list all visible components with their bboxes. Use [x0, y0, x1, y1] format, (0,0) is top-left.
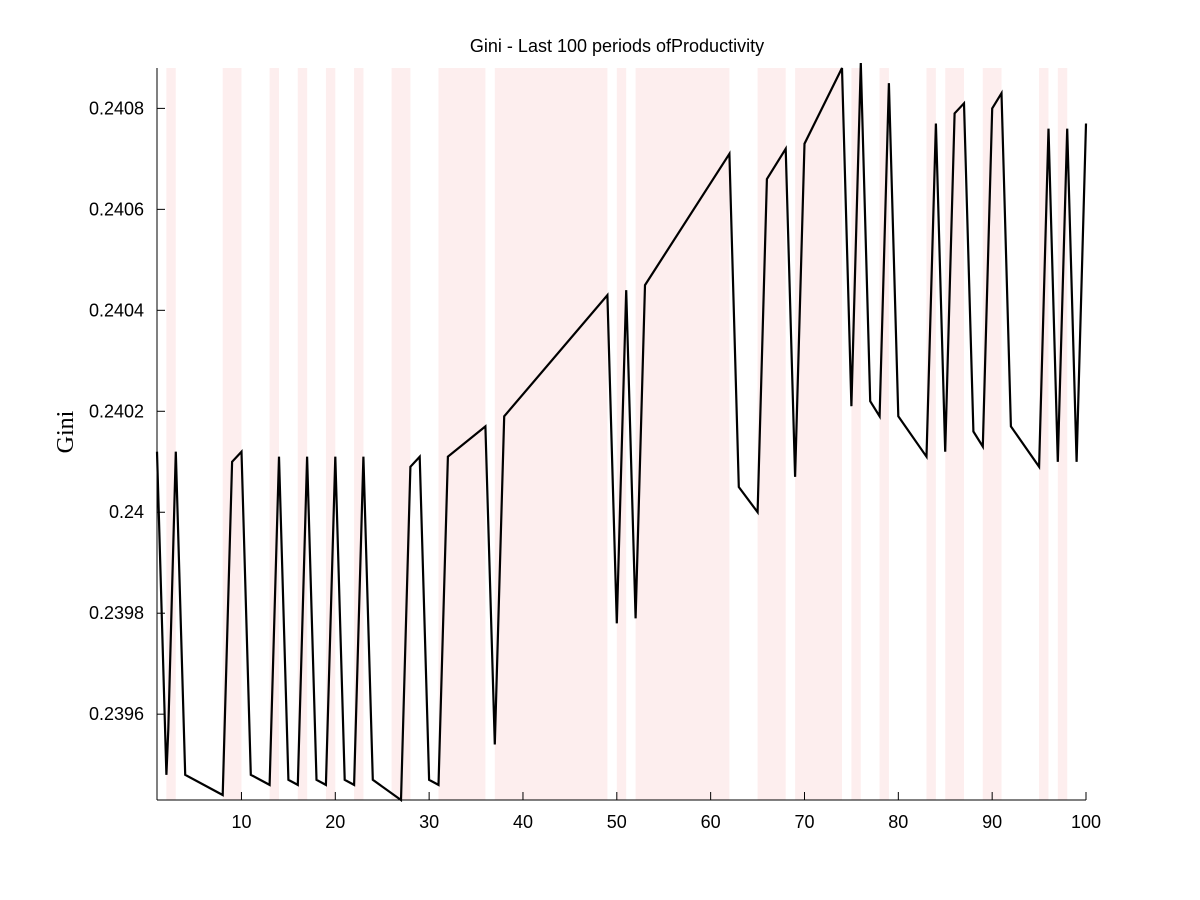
x-tick-label: 40 [513, 812, 533, 832]
y-tick-label: 0.2406 [89, 199, 144, 219]
x-tick-label: 60 [701, 812, 721, 832]
shaded-band-8 [494, 68, 608, 800]
x-tick-label: 90 [982, 812, 1002, 832]
x-tick-label: 10 [231, 812, 251, 832]
x-tick-label: 100 [1071, 812, 1101, 832]
axes: 10 20 30 40 50 60 70 80 90 100 0.2396 0.2398 0.24 0.2… [89, 68, 1101, 832]
shaded-band-18 [1039, 68, 1049, 800]
shaded-band-11 [757, 68, 786, 800]
shaded-band-7 [438, 68, 486, 800]
y-axis-label: Gini [53, 410, 79, 453]
x-tick-label: 80 [888, 812, 908, 832]
series-line-0 [155, 62, 1088, 803]
shaded-band-17 [982, 68, 1002, 800]
shaded-band-2 [269, 68, 279, 800]
shaded-band-0 [166, 68, 176, 800]
y-tick-label: 0.2408 [89, 98, 144, 118]
chart-title: Gini - Last 100 periods ofProductivity [470, 36, 764, 56]
y-tick-label: 0.24 [109, 502, 144, 522]
plot-area: 10 20 30 40 50 60 70 80 90 100 0.2396 0.2398 0.24 0.2… [89, 62, 1101, 832]
shaded-band-10 [635, 68, 730, 800]
y-tick-label: 0.2402 [89, 401, 144, 421]
shaded-band-13 [851, 68, 861, 800]
x-tick-label: 30 [419, 812, 439, 832]
series-group [155, 62, 1088, 803]
shaded-bands [166, 68, 1068, 800]
shaded-band-6 [391, 68, 411, 800]
y-tick-label: 0.2404 [89, 300, 144, 320]
shaded-band-5 [354, 68, 364, 800]
shaded-band-14 [879, 68, 889, 800]
x-tick-label: 50 [607, 812, 627, 832]
shaded-band-3 [297, 68, 308, 800]
shaded-band-16 [945, 68, 965, 800]
x-tick-label: 70 [794, 812, 814, 832]
y-tick-label: 0.2398 [89, 603, 144, 623]
y-tick-label: 0.2396 [89, 704, 144, 724]
shaded-band-15 [926, 68, 936, 800]
shaded-band-12 [795, 68, 843, 800]
shaded-band-19 [1057, 68, 1068, 800]
x-tick-label: 20 [325, 812, 345, 832]
shaded-band-4 [325, 68, 336, 800]
